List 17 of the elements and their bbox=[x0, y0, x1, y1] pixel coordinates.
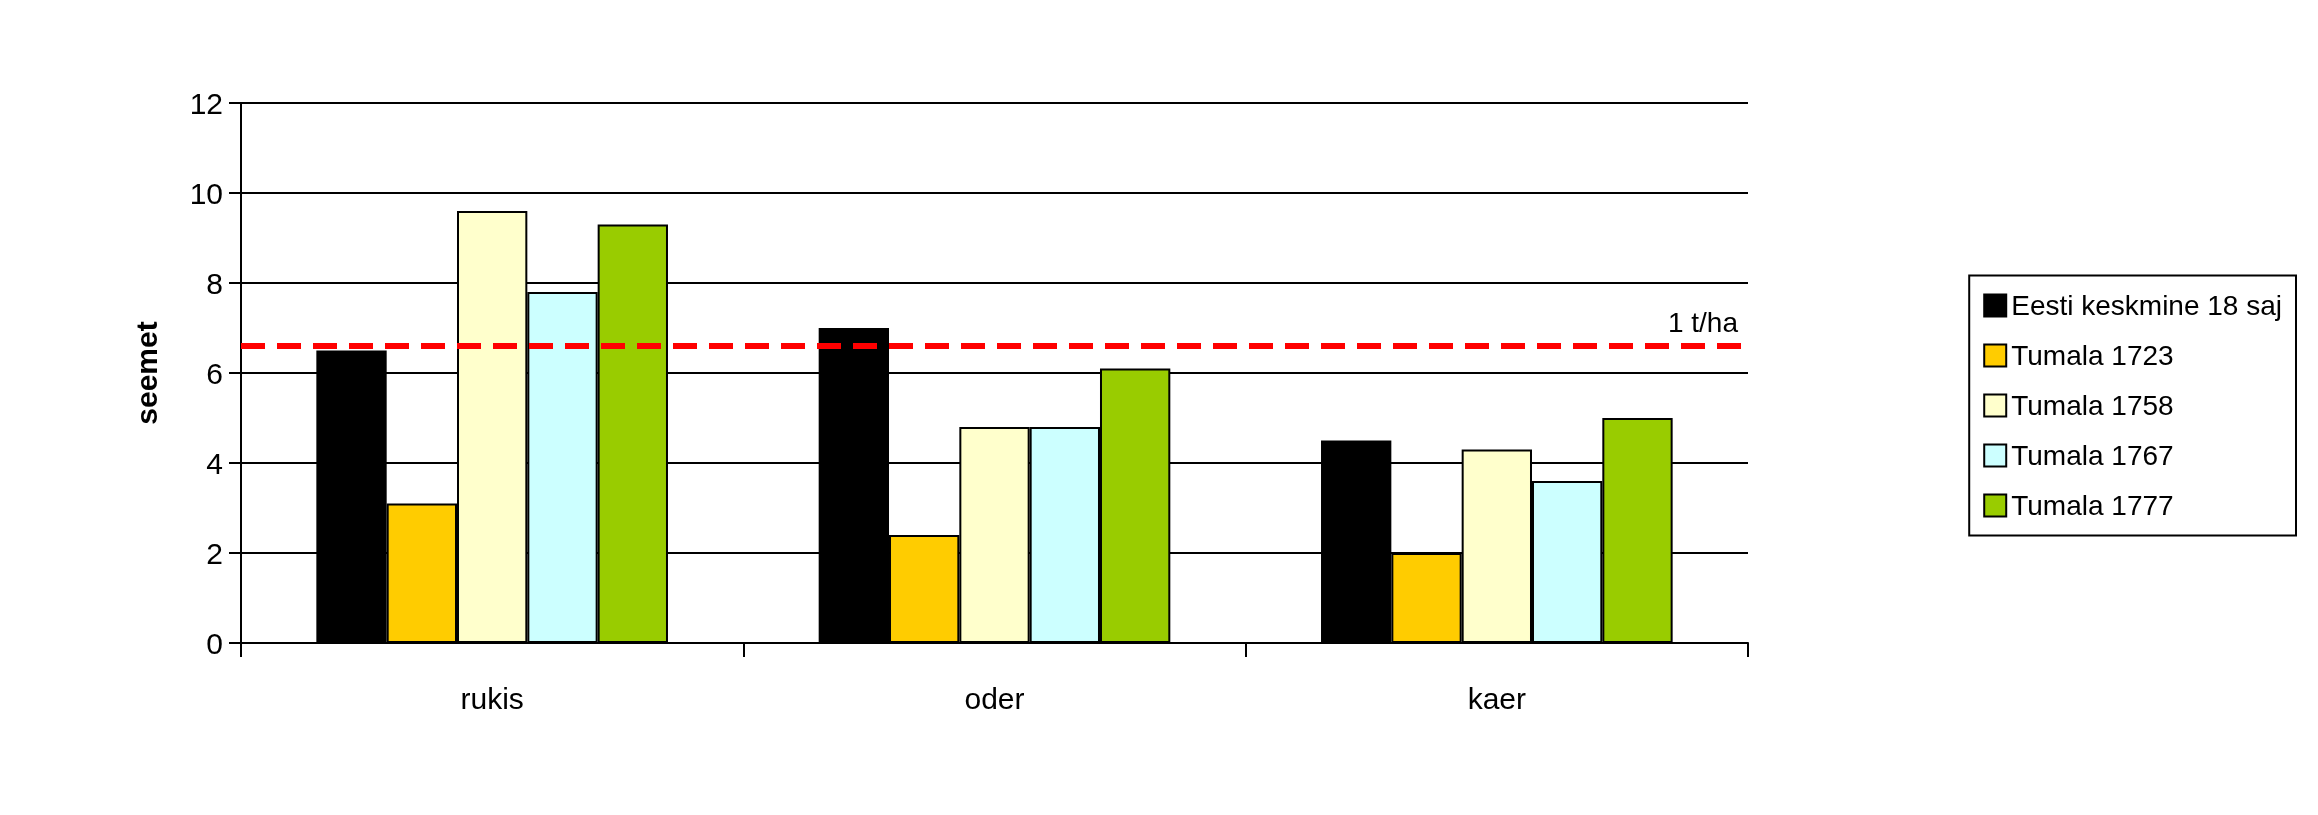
x-tick-label: rukis bbox=[460, 681, 524, 715]
y-tick-label: 10 bbox=[189, 176, 223, 210]
legend-label: Tumala 1723 bbox=[2011, 340, 2174, 371]
y-axis-title: seemet bbox=[129, 321, 163, 425]
y-tick-label: 6 bbox=[206, 356, 223, 390]
legend-label: Tumala 1767 bbox=[2011, 440, 2174, 471]
legend-label: Tumala 1758 bbox=[2011, 390, 2174, 421]
x-tick-label: kaer bbox=[1467, 681, 1527, 715]
y-tick-label: 12 bbox=[189, 86, 223, 120]
x-tick-label: oder bbox=[964, 681, 1025, 715]
y-tick-label: 2 bbox=[206, 536, 223, 570]
ref-line-label: 1 t/ha bbox=[1667, 306, 1739, 338]
y-tick-label: 0 bbox=[206, 626, 223, 660]
y-tick-label: 4 bbox=[206, 446, 223, 480]
y-tick-label: 8 bbox=[206, 266, 223, 300]
legend-label: Tumala 1777 bbox=[2011, 490, 2174, 521]
legend-label: Eesti keskmine 18 saj bbox=[2011, 290, 2283, 321]
